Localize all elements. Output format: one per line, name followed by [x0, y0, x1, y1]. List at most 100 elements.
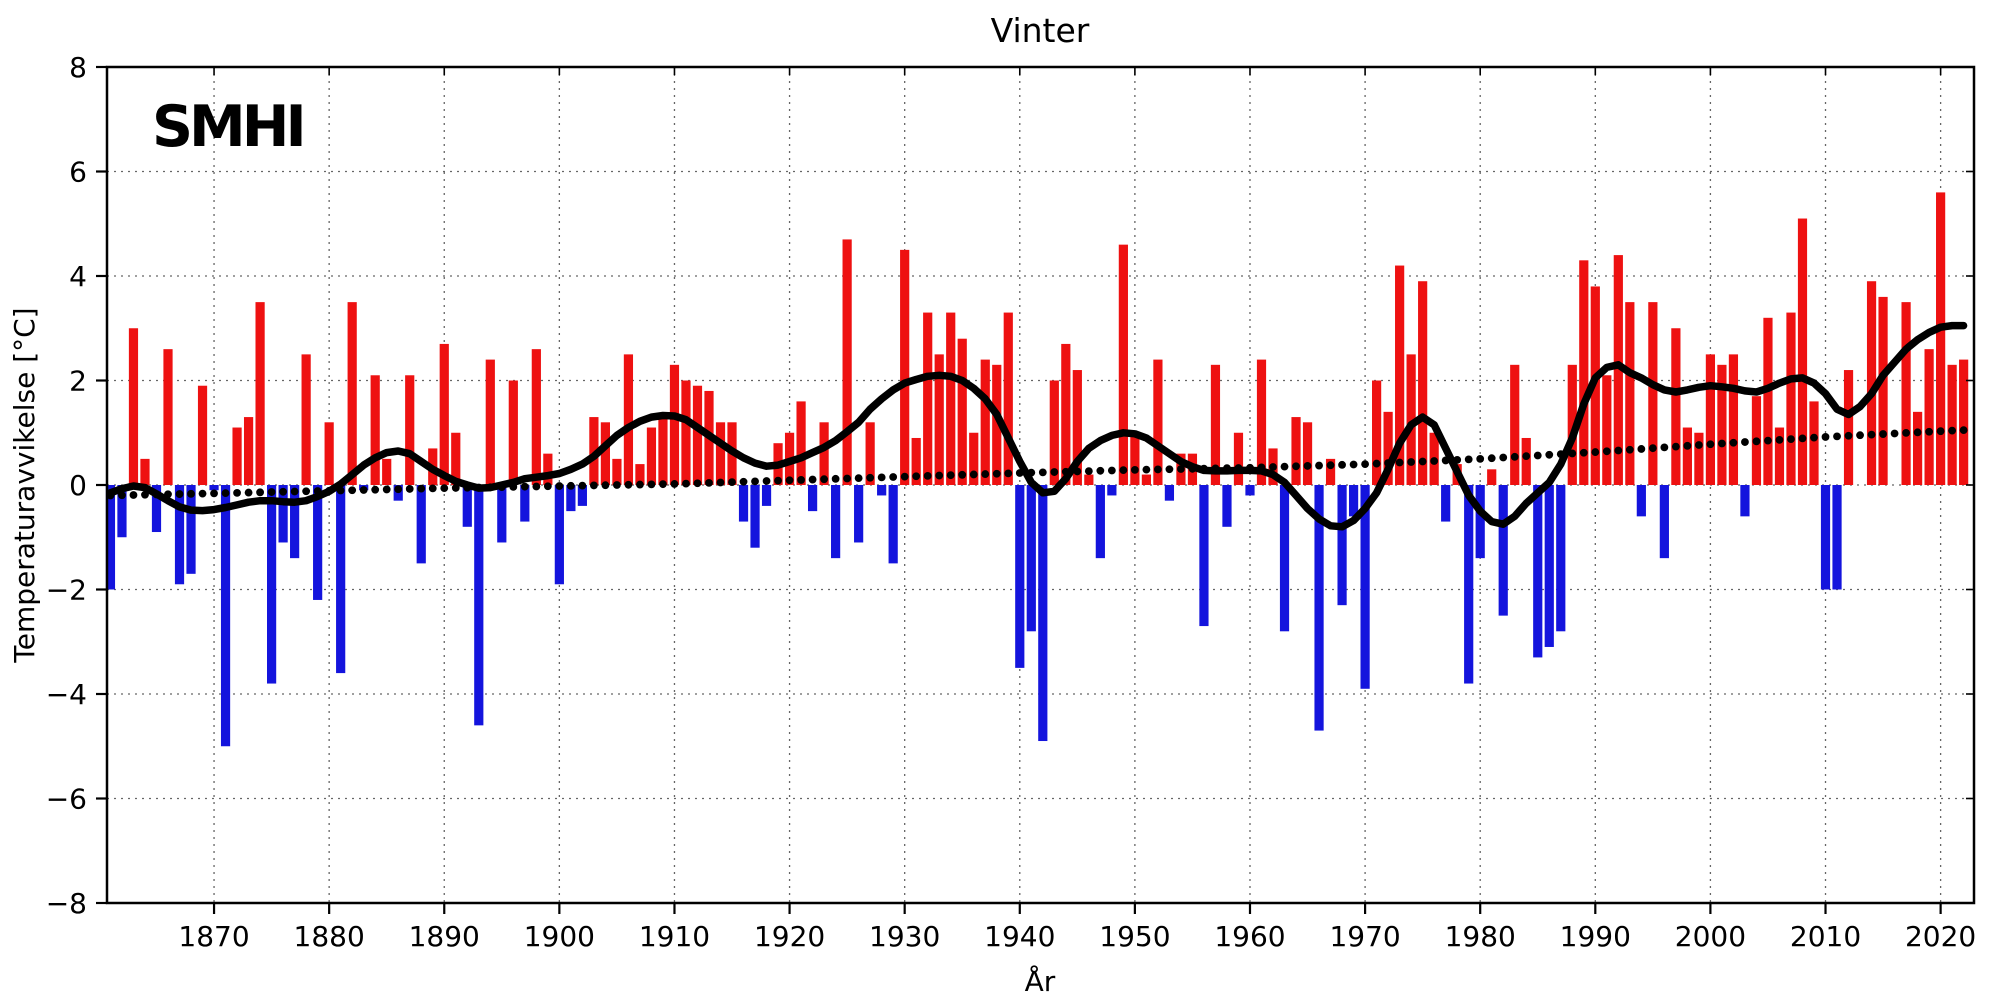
bar-1940 [1015, 485, 1025, 668]
bar-1968 [1337, 485, 1347, 606]
bar-1874 [255, 302, 265, 485]
bar-1969 [1348, 485, 1359, 517]
bar-1973 [1395, 265, 1405, 485]
bar-1898 [531, 349, 541, 485]
bar-1895 [497, 485, 507, 543]
bar-1979 [1464, 485, 1474, 684]
bar-1887 [405, 375, 415, 485]
x-tick-1900: 1900 [524, 920, 595, 953]
bar-2000 [1705, 354, 1716, 485]
bar-1999 [1694, 432, 1704, 485]
smhi-logo: SMHI [152, 94, 303, 160]
bar-1965 [1302, 422, 1313, 485]
bar-1914 [715, 422, 726, 485]
bar-1862 [117, 485, 127, 538]
bar-1917 [750, 485, 760, 548]
x-tick-1970: 1970 [1329, 920, 1400, 953]
bar-1936 [969, 432, 979, 485]
bar-2019 [1924, 349, 1934, 485]
bar-2022 [1959, 359, 1969, 485]
bar-1878 [301, 354, 311, 485]
bar-1934 [946, 312, 956, 485]
bar-1930 [900, 249, 910, 485]
bar-2017 [1901, 302, 1911, 485]
bar-1929 [888, 485, 898, 564]
bar-1975 [1418, 281, 1428, 485]
bar-1870 [209, 485, 219, 491]
bar-1974 [1406, 354, 1416, 485]
bar-1909 [658, 417, 668, 485]
bar-1982 [1498, 485, 1508, 616]
bar-1921 [796, 401, 806, 485]
bar-2002 [1728, 354, 1739, 485]
x-tick-1910: 1910 [639, 920, 710, 953]
bar-1946 [1084, 474, 1094, 485]
bar-2010 [1820, 485, 1831, 590]
bar-1866 [163, 349, 173, 485]
bar-1868 [186, 485, 196, 574]
smoothed-curve [106, 321, 1968, 531]
bars-layer [105, 192, 1969, 747]
bar-1901 [566, 485, 576, 512]
bar-1916 [738, 485, 749, 522]
bar-1970 [1360, 485, 1370, 689]
bar-2021 [1947, 364, 1957, 485]
bar-1902 [577, 485, 587, 506]
bar-1963 [1279, 485, 1290, 632]
bar-2015 [1878, 296, 1888, 485]
bar-1988 [1567, 364, 1577, 485]
x-tick-1940: 1940 [984, 920, 1055, 953]
bar-2018 [1912, 411, 1923, 485]
x-tick-1920: 1920 [754, 920, 825, 953]
bar-1873 [243, 417, 254, 485]
bar-1881 [336, 485, 346, 674]
bar-1926 [854, 485, 864, 543]
bar-1897 [520, 485, 530, 522]
bar-1958 [1222, 485, 1232, 527]
x-tick-2020: 2020 [1905, 920, 1976, 953]
bar-1896 [508, 380, 518, 485]
x-tick-1880: 1880 [294, 920, 365, 953]
bar-1993 [1625, 302, 1635, 485]
bar-2001 [1717, 364, 1727, 485]
bar-1910 [669, 364, 680, 485]
bar-1996 [1659, 485, 1669, 559]
y-axis-label: Temperaturavvikelse [°C] [8, 307, 41, 663]
bar-1998 [1682, 427, 1692, 485]
bar-1971 [1372, 380, 1382, 485]
y-tick-8: 8 [69, 51, 87, 84]
bar-1977 [1441, 485, 1451, 522]
bar-2012 [1843, 370, 1854, 485]
bar-1861 [105, 485, 116, 590]
bar-1943 [1049, 380, 1059, 485]
bar-1911 [681, 380, 691, 485]
bar-1927 [865, 422, 875, 485]
x-tick-1990: 1990 [1560, 920, 1631, 953]
y-tick--8: −8 [46, 887, 87, 920]
x-tick-1950: 1950 [1099, 920, 1170, 953]
bar-1992 [1613, 255, 1623, 485]
bar-1863 [128, 328, 139, 485]
bar-1907 [635, 464, 645, 485]
bar-1937 [980, 359, 990, 485]
bar-2014 [1866, 281, 1877, 485]
x-tick-1980: 1980 [1445, 920, 1516, 953]
bar-1967 [1325, 458, 1336, 485]
bar-1893 [474, 485, 484, 726]
bar-1985 [1533, 485, 1543, 658]
x-axis-ticks [212, 67, 1942, 914]
bar-1932 [923, 312, 933, 485]
x-axis-label: År [1025, 964, 1056, 998]
bar-2020 [1936, 192, 1946, 485]
bar-2006 [1774, 427, 1785, 485]
bar-1938 [992, 364, 1002, 485]
bar-1904 [600, 422, 611, 485]
bar-1950 [1130, 432, 1140, 485]
bar-1991 [1602, 375, 1612, 485]
bar-1980 [1475, 485, 1485, 559]
y-tick-6: 6 [69, 156, 87, 189]
bar-1885 [382, 458, 392, 485]
bar-1984 [1521, 437, 1531, 485]
bar-1931 [911, 437, 921, 485]
y-tick-4: 4 [69, 260, 87, 293]
